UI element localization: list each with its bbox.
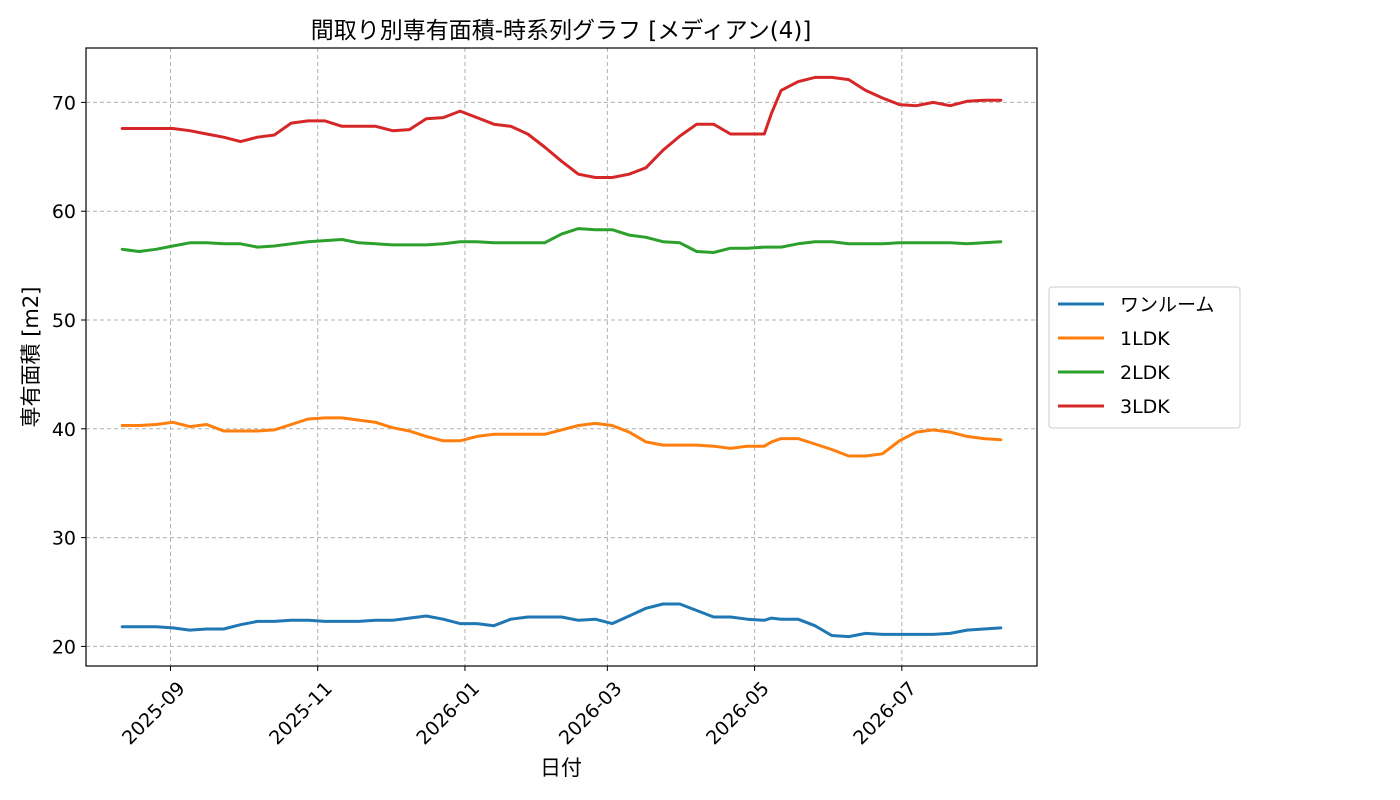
chart-title: 間取り別専有面積-時系列グラフ [メディアン(4)] bbox=[311, 18, 812, 44]
y-tick-label: 30 bbox=[52, 528, 76, 550]
x-tick-label: 2026-07 bbox=[849, 678, 921, 750]
x-axis-label: 日付 bbox=[540, 756, 582, 780]
x-tick-label: 2026-01 bbox=[412, 678, 484, 750]
y-tick-label: 20 bbox=[52, 636, 76, 658]
y-axis-ticks: 20 30 40 50 60 70 bbox=[52, 92, 86, 658]
y-tick-label: 40 bbox=[52, 419, 76, 441]
y-tick-label: 60 bbox=[52, 201, 76, 223]
y-tick-label: 70 bbox=[52, 92, 76, 114]
plot-background bbox=[86, 48, 1037, 666]
legend: ワンルーム 1LDK 2LDK 3LDK bbox=[1048, 286, 1241, 429]
legend-label: ワンルーム bbox=[1120, 294, 1214, 316]
legend-frame bbox=[1048, 286, 1241, 429]
plot-frame bbox=[85, 47, 1038, 667]
x-tick-label: 2026-03 bbox=[555, 678, 627, 750]
series-line-ワンルーム bbox=[120, 602, 1003, 639]
x-tick-label: 2026-05 bbox=[702, 678, 774, 750]
legend-label: 3LDK bbox=[1120, 396, 1170, 418]
series-line-2LDK bbox=[120, 227, 1003, 254]
y-axis-label: 専有面積 [m2] bbox=[19, 287, 43, 428]
y-tick-label: 50 bbox=[52, 310, 76, 332]
series-line-1LDK bbox=[120, 416, 1003, 458]
series-lines bbox=[120, 75, 1003, 639]
series-line-3LDK bbox=[120, 75, 1003, 179]
legend-label: 1LDK bbox=[1120, 328, 1170, 350]
legend-label: 2LDK bbox=[1120, 362, 1170, 384]
x-tick-label: 2025-09 bbox=[118, 678, 190, 750]
grid-lines bbox=[86, 48, 1037, 666]
x-tick-label: 2025-11 bbox=[265, 678, 337, 750]
x-axis-ticks: 2025-09 2025-11 2026-01 2026-03 2026-05 2026-… bbox=[118, 666, 921, 749]
